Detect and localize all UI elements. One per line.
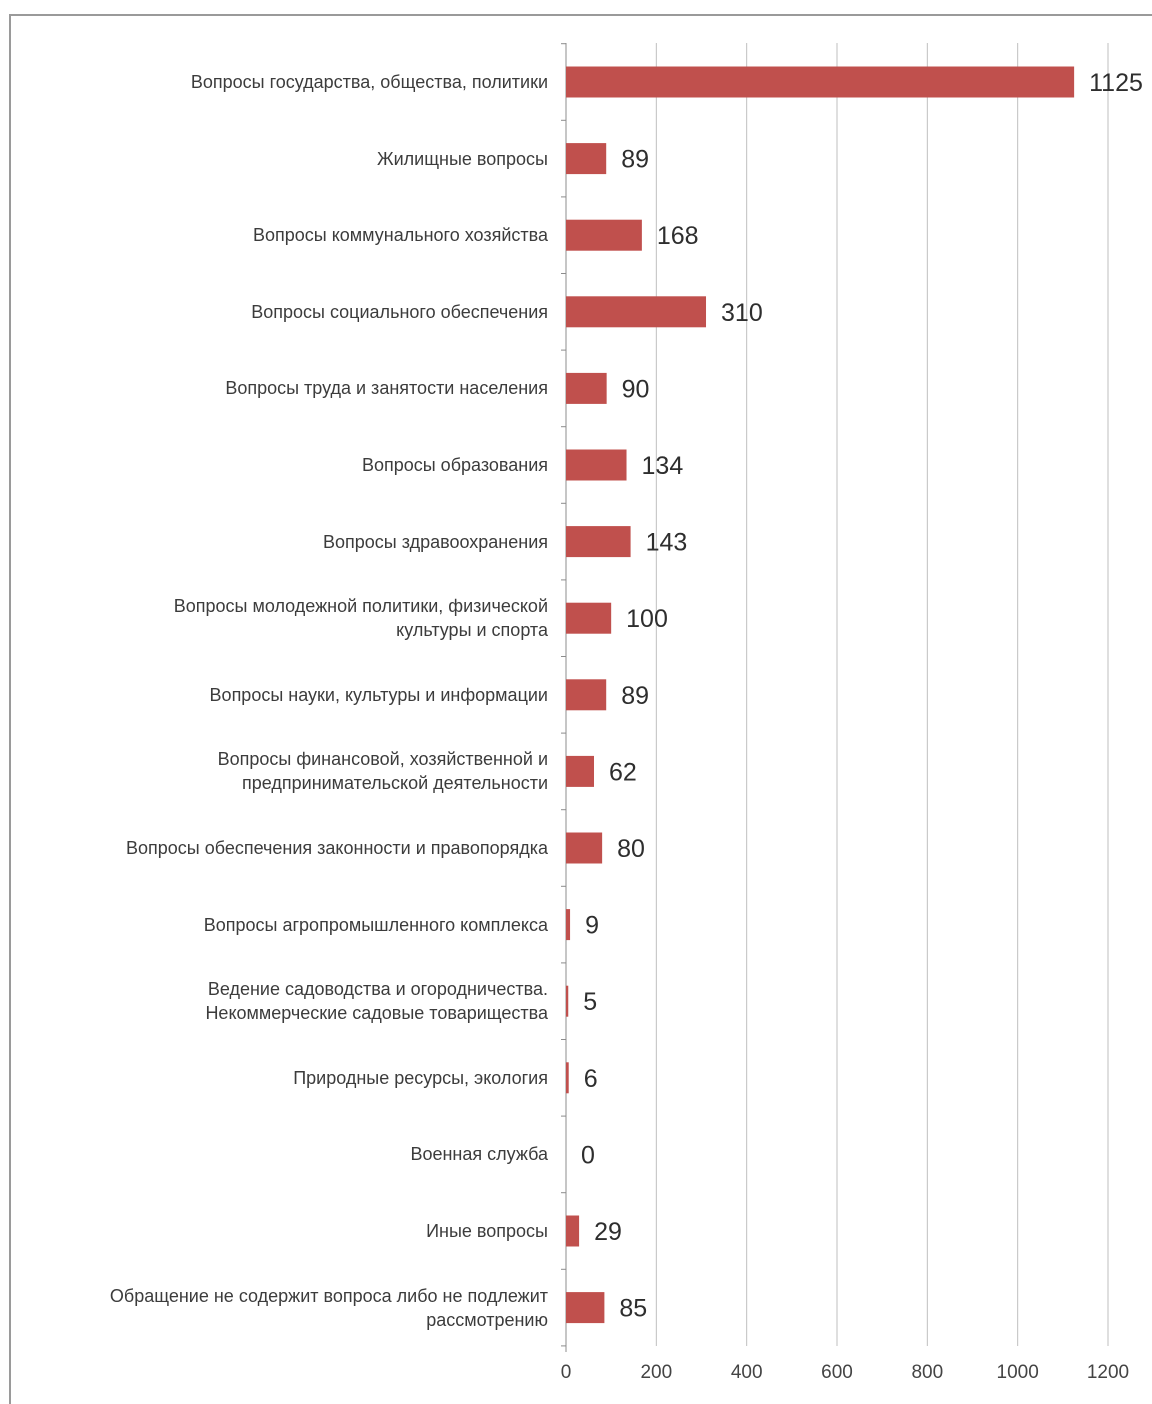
data-label: 80	[617, 835, 645, 863]
category-label: Вопросы социального обеспечения	[251, 301, 548, 322]
x-tick-label: 600	[821, 1362, 853, 1383]
bar	[566, 66, 1075, 98]
data-label: 1125	[1089, 69, 1143, 97]
x-tick-label: 400	[731, 1362, 763, 1383]
data-label: 168	[657, 222, 699, 250]
bar	[566, 985, 569, 1017]
chart-frame	[9, 14, 1152, 1404]
x-tick-label: 1000	[997, 1362, 1039, 1383]
category-label: Вопросы агропромышленного комплекса	[203, 914, 548, 935]
category-label: Обращение не содержит вопроса либо не по…	[109, 1285, 548, 1330]
data-label: 5	[583, 988, 597, 1016]
bar	[566, 449, 627, 481]
bar	[566, 909, 571, 941]
bar	[566, 526, 631, 558]
category-label: Вопросы молодежной политики, физической …	[173, 596, 548, 641]
data-label: 29	[594, 1218, 622, 1246]
bar	[566, 1062, 569, 1094]
bar	[566, 1215, 580, 1247]
category-label: Вопросы труда и занятости населения	[225, 378, 548, 399]
category-label: Жилищные вопросы	[376, 148, 548, 169]
bar	[566, 602, 612, 634]
data-label: 0	[581, 1141, 595, 1169]
data-label: 100	[626, 605, 668, 633]
bar	[566, 832, 603, 864]
category-label: Вопросы образования	[361, 455, 548, 475]
bar	[566, 755, 595, 787]
data-label: 89	[621, 682, 649, 710]
bar	[566, 372, 607, 404]
category-label: Военная служба	[410, 1144, 548, 1165]
data-label: 143	[646, 529, 688, 557]
data-label: 85	[619, 1295, 647, 1323]
bar	[566, 296, 707, 328]
category-label: Вопросы финансовой, хозяйственной и пред…	[217, 749, 548, 794]
category-label: Вопросы науки, культуры и информации	[209, 684, 548, 705]
data-label: 62	[609, 758, 637, 786]
x-tick-label: 800	[911, 1362, 943, 1383]
x-tick-label: 200	[640, 1362, 672, 1383]
bar	[566, 679, 607, 711]
x-tick-label: 0	[561, 1362, 572, 1383]
bar	[566, 143, 607, 175]
category-label: Вопросы государства, общества, политики	[190, 72, 548, 92]
category-label: Вопросы коммунального хозяйства	[252, 225, 548, 246]
data-label: 89	[621, 146, 649, 174]
data-label: 134	[642, 452, 684, 480]
x-tick-label: 1200	[1087, 1362, 1129, 1383]
data-label: 90	[622, 375, 650, 403]
category-label: Вопросы здравоохранения	[323, 531, 548, 552]
category-label: Ведение садоводства и огородничества. Не…	[205, 979, 548, 1024]
data-label: 310	[721, 299, 763, 327]
category-label: Иные вопросы	[426, 1221, 548, 1241]
category-label: Природные ресурсы, экология	[293, 1067, 548, 1088]
data-label: 6	[584, 1065, 598, 1093]
category-label: Вопросы обеспечения законности и правопо…	[126, 838, 548, 858]
bar	[566, 1292, 605, 1324]
bar	[566, 219, 642, 251]
data-label: 9	[585, 912, 599, 940]
